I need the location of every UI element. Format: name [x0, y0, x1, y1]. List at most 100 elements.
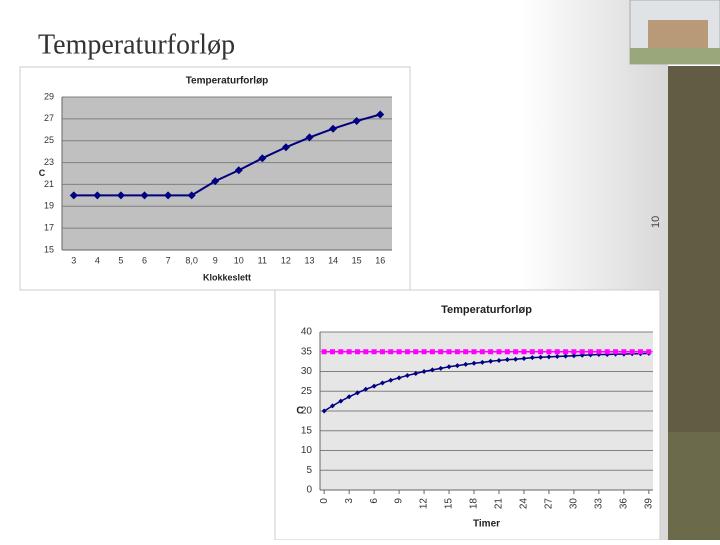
data-point — [454, 349, 460, 355]
x-tick-label: 9 — [394, 498, 405, 504]
y-tick-label: 23 — [44, 157, 54, 167]
data-point — [463, 349, 469, 355]
data-point — [629, 349, 635, 355]
data-point — [446, 349, 452, 355]
chart-title: Temperaturforløp — [186, 76, 269, 87]
data-point — [446, 364, 452, 370]
data-point — [421, 369, 427, 374]
data-point — [588, 349, 594, 355]
x-tick-label: 0 — [319, 498, 330, 504]
y-tick-label: 0 — [306, 485, 312, 496]
x-tick-label: 8,0 — [185, 255, 198, 265]
data-point — [234, 166, 243, 175]
y-tick-label: 5 — [306, 465, 312, 476]
data-point — [504, 357, 510, 363]
data-point — [579, 349, 585, 355]
data-point — [379, 380, 385, 386]
x-tick-label: 36 — [619, 498, 630, 510]
data-point — [621, 349, 627, 355]
x-tick-label: 13 — [304, 255, 314, 265]
data-point — [338, 349, 344, 355]
data-point — [471, 360, 477, 366]
x-axis-label: Klokkeslett — [203, 272, 251, 282]
plot-area — [62, 97, 392, 250]
y-tick-label: 40 — [301, 327, 313, 338]
x-axis-label: Timer — [473, 519, 500, 530]
data-point — [396, 349, 402, 355]
data-point — [354, 349, 360, 355]
data-point — [463, 361, 469, 367]
data-point — [613, 349, 619, 355]
data-point — [305, 133, 314, 142]
y-tick-label: 15 — [301, 425, 313, 436]
data-point — [513, 356, 519, 362]
data-point — [438, 365, 444, 371]
data-point — [363, 386, 369, 392]
x-tick-label: 16 — [375, 255, 385, 265]
x-tick-label: 24 — [519, 498, 530, 510]
data-point — [479, 349, 485, 355]
data-point — [513, 349, 519, 355]
data-point — [329, 349, 335, 355]
data-point — [488, 358, 494, 364]
data-point — [379, 349, 385, 355]
y-tick-label: 27 — [44, 113, 54, 123]
y-tick-label: 35 — [301, 346, 313, 357]
data-point — [429, 367, 435, 373]
x-tick-label: 15 — [444, 498, 455, 510]
y-tick-label: 30 — [301, 366, 313, 377]
data-point — [563, 349, 569, 355]
data-point — [140, 191, 149, 200]
x-tick-label: 3 — [344, 498, 355, 504]
data-point — [429, 349, 435, 355]
data-point — [554, 353, 560, 359]
data-point — [421, 349, 427, 355]
data-point — [546, 349, 552, 355]
x-tick-label: 12 — [281, 255, 291, 265]
data-point — [488, 349, 494, 355]
data-point — [471, 349, 477, 355]
y-tick-label: 15 — [44, 244, 54, 254]
x-tick-label: 33 — [594, 498, 605, 510]
data-point — [321, 349, 327, 355]
x-tick-label: 10 — [234, 255, 244, 265]
y-tick-label: 20 — [301, 406, 313, 417]
data-point — [646, 349, 652, 355]
data-point — [329, 124, 338, 133]
ground-shape — [630, 48, 720, 64]
x-tick-label: 30 — [569, 498, 580, 510]
data-point — [546, 354, 552, 360]
data-point — [413, 370, 419, 376]
data-point — [93, 191, 102, 200]
x-tick-label: 18 — [469, 498, 480, 510]
data-point — [376, 110, 385, 119]
x-tick-label: 15 — [352, 255, 362, 265]
side-bar-lower — [668, 432, 720, 540]
x-tick-label: 27 — [544, 498, 555, 510]
data-point — [346, 394, 352, 400]
data-point — [164, 191, 173, 200]
y-tick-label: 25 — [44, 135, 54, 145]
data-point — [521, 355, 527, 361]
data-point — [529, 355, 535, 361]
data-point — [538, 349, 544, 355]
data-point — [454, 363, 460, 369]
data-point — [354, 390, 360, 396]
x-tick-label: 21 — [494, 498, 505, 510]
building-shape — [648, 20, 708, 50]
x-tick-label: 6 — [369, 498, 380, 504]
x-tick-label: 11 — [258, 255, 267, 265]
data-point — [596, 349, 602, 355]
data-point — [329, 403, 335, 409]
data-point — [521, 349, 527, 355]
y-tick-label: 25 — [301, 386, 313, 397]
data-point — [638, 349, 644, 355]
data-point — [187, 191, 196, 200]
y-tick-label: 21 — [44, 179, 54, 189]
data-point — [371, 383, 377, 389]
page-number: 10 — [650, 216, 662, 228]
side-bar — [668, 66, 720, 432]
x-tick-label: 39 — [643, 498, 654, 510]
